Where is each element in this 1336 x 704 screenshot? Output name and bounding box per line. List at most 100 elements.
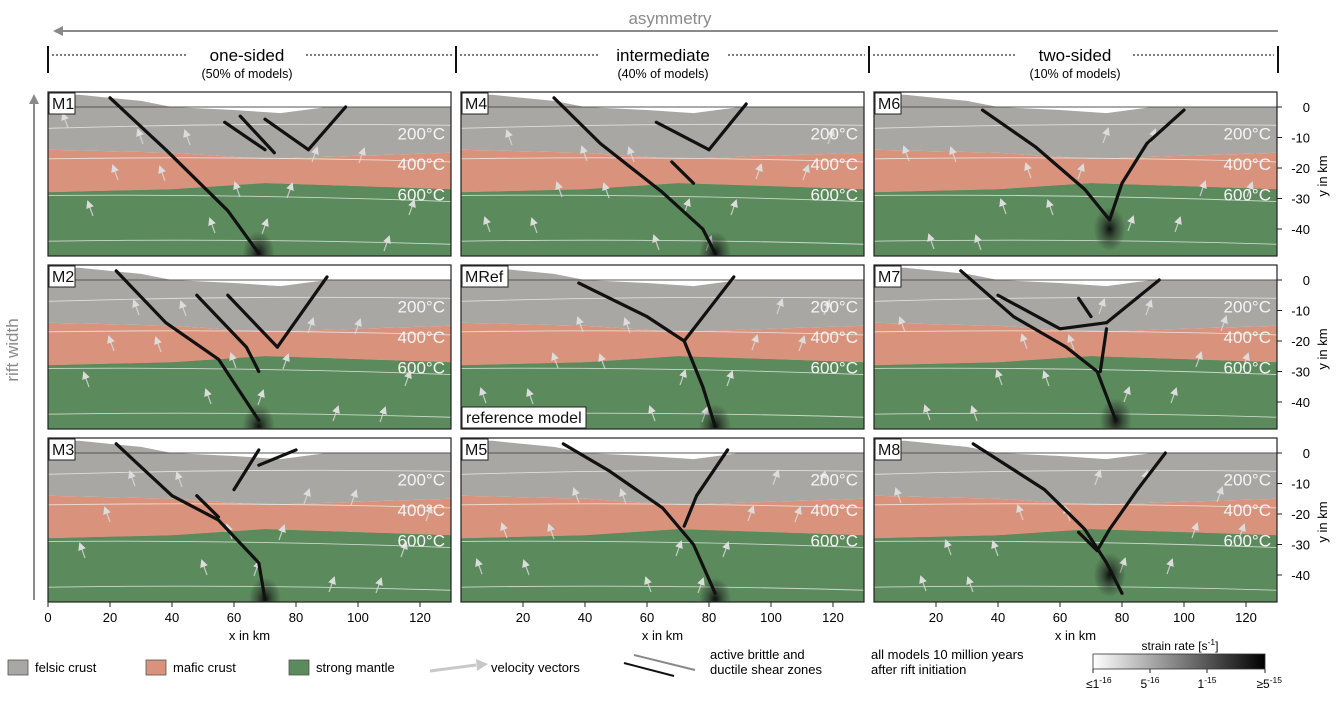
panel-label-box bbox=[48, 438, 76, 461]
isotherm-label: 600°C bbox=[811, 186, 858, 205]
velocity-vector bbox=[522, 559, 530, 576]
velocity-vector bbox=[1077, 163, 1085, 180]
velocity-vector bbox=[475, 558, 483, 575]
panel-label: M7 bbox=[878, 269, 900, 286]
y-tick-label: -40 bbox=[1291, 222, 1310, 237]
shear-zone bbox=[114, 442, 267, 602]
isotherm-label: 400°C bbox=[1224, 328, 1271, 347]
y-tick-label: -10 bbox=[1291, 477, 1310, 492]
velocity-vector bbox=[200, 559, 208, 576]
isotherm-label: 400°C bbox=[811, 155, 858, 174]
x-tick-label: 80 bbox=[1115, 610, 1129, 625]
velocity-vector bbox=[303, 488, 311, 505]
isotherm-label: 600°C bbox=[398, 532, 445, 551]
category-title-one-sided: one-sided bbox=[210, 46, 285, 65]
velocity-vector bbox=[78, 542, 86, 559]
isotherm-line bbox=[874, 540, 1277, 548]
shear-zone bbox=[226, 293, 279, 349]
velocity-vector bbox=[576, 316, 584, 333]
velocity-vector bbox=[400, 541, 408, 558]
legend-shear-line2: ductile shear zones bbox=[710, 662, 823, 677]
legend-felsic-swatch bbox=[7, 659, 29, 676]
isotherm-label: 200°C bbox=[1224, 125, 1271, 144]
isotherm-line bbox=[48, 157, 451, 163]
mafic-crust-layer bbox=[874, 149, 1277, 193]
velocity-vector bbox=[350, 489, 358, 506]
strain-focus bbox=[242, 231, 275, 256]
isotherm-line bbox=[874, 503, 1277, 509]
velocity-vector bbox=[278, 524, 286, 541]
felsic-crust-layer bbox=[461, 267, 864, 332]
isotherm-line bbox=[48, 367, 451, 375]
shear-zone bbox=[1107, 108, 1186, 222]
isotherm-line bbox=[874, 412, 1277, 418]
isotherm-line bbox=[874, 296, 1277, 302]
x-tick-label: 20 bbox=[929, 610, 943, 625]
velocity-vector bbox=[82, 371, 90, 388]
shear-zone bbox=[1104, 278, 1161, 325]
y-axes: 0 -10 -20 -30 -40 y in km 0 -10 -20 -30 -40 y in km… bbox=[1276, 92, 1330, 602]
isotherm-line bbox=[461, 239, 864, 245]
y-tick-label: -20 bbox=[1291, 507, 1310, 522]
panel-label: M1 bbox=[52, 96, 74, 113]
shear-zone bbox=[1076, 530, 1099, 553]
isotherm-line bbox=[461, 367, 864, 375]
velocity-vector bbox=[580, 145, 588, 162]
velocity-vector bbox=[999, 198, 1007, 215]
velocity-vector bbox=[379, 406, 387, 423]
strain-focus bbox=[1099, 398, 1132, 429]
isotherm-label: 600°C bbox=[398, 186, 445, 205]
velocity-vector bbox=[1024, 162, 1032, 179]
isotherm-label: 200°C bbox=[398, 471, 445, 490]
velocity-vector bbox=[944, 539, 952, 556]
x-axes: 0 20 40 60 80 100 120 x in km 20 40 60 80 100 120 x in… bbox=[44, 602, 1257, 643]
panel-label-box bbox=[48, 265, 76, 288]
isotherm-line bbox=[461, 157, 864, 163]
panel-label: M3 bbox=[52, 442, 74, 459]
strain-tick-label: 1-15 bbox=[1198, 675, 1217, 691]
velocity-vector bbox=[183, 129, 191, 146]
isotherm-label: 600°C bbox=[811, 359, 858, 378]
isotherm-line bbox=[874, 157, 1277, 163]
y-tick-label: -30 bbox=[1291, 538, 1310, 553]
mafic-crust-layer bbox=[48, 322, 451, 366]
velocity-vector bbox=[675, 540, 683, 557]
strain-focus bbox=[699, 404, 732, 429]
x-tick-label: 40 bbox=[165, 610, 179, 625]
shear-zone bbox=[1076, 296, 1093, 319]
velocity-vector bbox=[970, 405, 978, 422]
velocity-vector bbox=[179, 300, 187, 317]
velocity-vector bbox=[991, 540, 999, 557]
x-tick-label: 60 bbox=[227, 610, 241, 625]
velocity-vector bbox=[229, 352, 237, 369]
velocity-vector bbox=[1102, 127, 1110, 144]
shear-zone bbox=[654, 120, 711, 152]
shear-zone bbox=[996, 293, 1109, 331]
velocity-vector bbox=[949, 146, 957, 163]
model-panels: 200°C 400°C 600°C M1 200°C 400°C 600°C M4 200°C 4… bbox=[47, 91, 1278, 603]
velocity-vector bbox=[1098, 298, 1106, 315]
velocity-vector bbox=[175, 471, 183, 488]
felsic-crust-layer bbox=[874, 440, 1277, 505]
velocity-vector bbox=[1067, 334, 1075, 351]
velocity-vector bbox=[697, 577, 705, 594]
isotherm-label: 400°C bbox=[398, 501, 445, 520]
velocity-vector bbox=[827, 128, 835, 145]
model-panel-mref: 200°C 400°C 600°C MRef reference model bbox=[460, 264, 865, 430]
shear-zone bbox=[114, 269, 261, 422]
velocity-vector bbox=[776, 298, 784, 315]
velocity-vector bbox=[261, 218, 269, 235]
isotherm-label: 400°C bbox=[811, 501, 858, 520]
legend-felsic-label: felsic crust bbox=[35, 660, 97, 675]
shear-zone bbox=[195, 293, 261, 374]
model-panel-m5: 200°C 400°C 600°C M5 bbox=[460, 437, 865, 603]
velocity-vector bbox=[1191, 522, 1199, 539]
model-panel-m8: 200°C 400°C 600°C M8 bbox=[873, 437, 1278, 603]
panel-label: M6 bbox=[878, 96, 900, 113]
velocity-vector bbox=[128, 470, 136, 487]
velocity-vector bbox=[1042, 370, 1050, 387]
shear-zone bbox=[1098, 327, 1109, 374]
mafic-crust-layer bbox=[874, 495, 1277, 539]
velocity-vector bbox=[730, 199, 738, 216]
legend: felsic crust mafic crust strong mantle v… bbox=[7, 637, 1282, 691]
